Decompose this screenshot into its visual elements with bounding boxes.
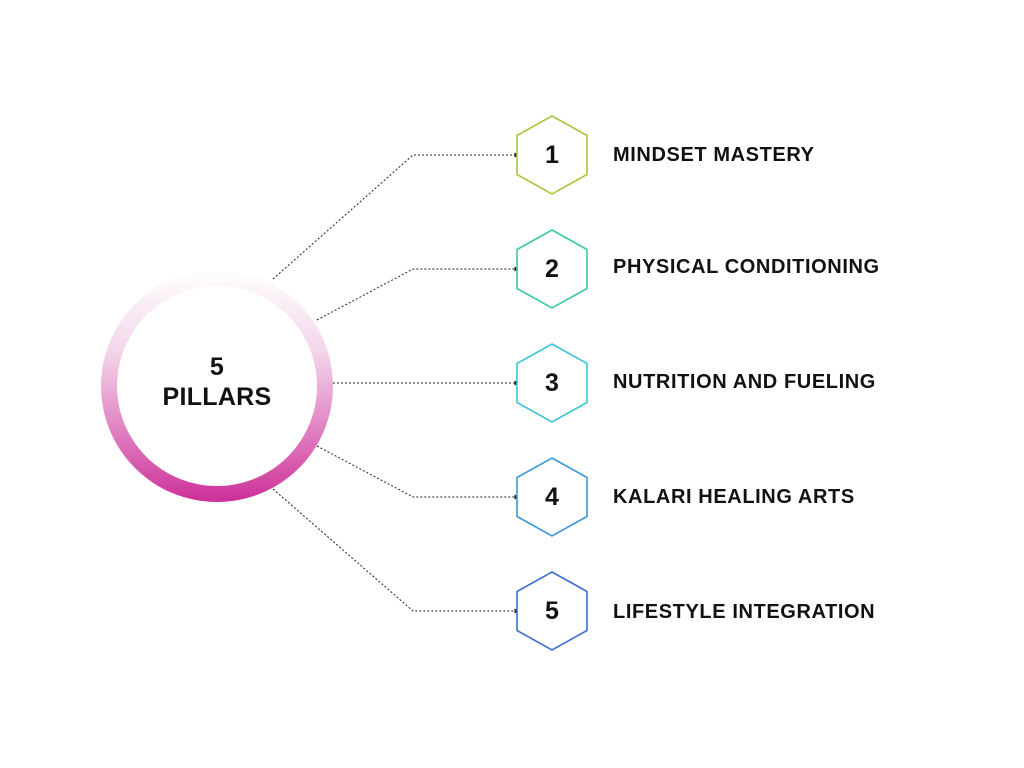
center-title-line-2: PILLARS	[162, 383, 272, 411]
pillar-3-label: NUTRITION AND FUELING	[613, 371, 876, 393]
pillar-2-label: PHYSICAL CONDITIONING	[613, 256, 880, 278]
pillar-1-number: 1	[545, 141, 559, 169]
pillar-4-hexagon	[516, 457, 588, 537]
pillar-5-label: LIFESTYLE INTEGRATION	[613, 601, 876, 623]
pillar-2-hexagon	[516, 229, 588, 309]
pillar-4-number: 4	[545, 483, 559, 511]
pillar-3-number: 3	[545, 369, 559, 397]
pillar-5-hexagon	[516, 571, 588, 651]
connector-4	[316, 445, 520, 500]
pillar-1-hexagon	[516, 115, 588, 195]
pillar-3-hexagon	[516, 343, 588, 423]
center-ring-inner	[117, 286, 317, 486]
pillar-4-label: KALARI HEALING ARTS	[613, 486, 855, 508]
center-title: 5 PILLARS	[137, 352, 297, 412]
pillar-2-number: 2	[545, 255, 559, 283]
connector-2	[316, 266, 520, 321]
connector-5	[272, 488, 520, 614]
pillar-1-label: MINDSET MASTERY	[613, 144, 815, 166]
connector-1	[272, 152, 520, 280]
pillar-5-number: 5	[545, 597, 559, 625]
center-title-line-1: 5	[209, 353, 225, 381]
